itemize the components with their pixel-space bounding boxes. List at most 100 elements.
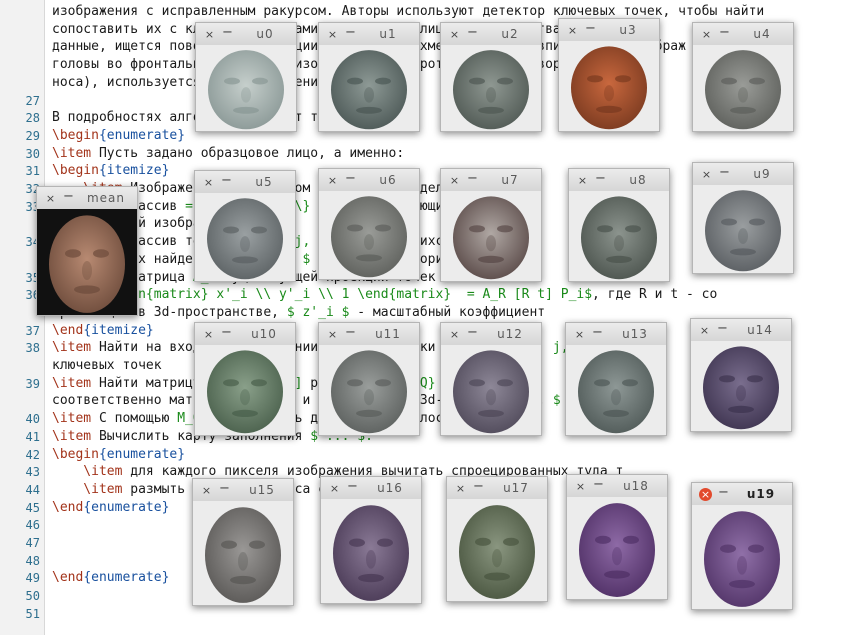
image-window-u8[interactable]: × − u8 [568,168,670,282]
code-line[interactable]: \end{itemize} [52,323,154,339]
close-icon[interactable]: × [201,484,212,497]
code-line[interactable]: \begin{enumerate} [52,128,185,144]
minimize-icon[interactable]: − [221,173,232,188]
close-icon[interactable]: × [203,176,214,189]
code-line[interactable]: изображения с исправленным ракурсом. Авт… [52,4,764,20]
image-window-u1[interactable]: × − u1 [318,22,420,132]
minimize-icon[interactable]: − [719,165,730,180]
minimize-icon[interactable]: − [467,25,478,40]
code-line[interactable]: \begin{itemize} [52,163,169,179]
window-titlebar[interactable]: × − u13 [566,323,666,345]
minimize-icon[interactable]: − [219,481,230,496]
window-title: u7 [501,173,519,187]
close-icon[interactable]: × [577,174,588,187]
math-expression: i \begin{matrix} x'_i \\ y'_i \\ 1 \end{… [83,287,593,303]
close-icon[interactable]: × [575,480,586,493]
minimize-icon[interactable]: − [718,485,729,500]
window-titlebar[interactable]: × − u10 [195,323,295,345]
window-titlebar[interactable]: × − u15 [193,479,293,501]
window-titlebar[interactable]: × − u14 [691,319,791,341]
minimize-icon[interactable]: − [221,325,232,340]
image-window-u13[interactable]: × − u13 [565,322,667,436]
image-window-u3[interactable]: × − u3 [558,18,660,132]
close-icon[interactable]: × [699,488,712,501]
minimize-icon[interactable]: − [345,171,356,186]
close-icon[interactable]: × [567,24,578,37]
minimize-icon[interactable]: − [719,25,730,40]
minimize-icon[interactable]: − [717,321,728,336]
image-window-u6[interactable]: × − u6 [318,168,420,280]
line-number: 50 [25,589,40,604]
image-window-u12[interactable]: × − u12 [440,322,542,436]
image-window-u18[interactable]: × − u18 [566,474,668,600]
close-icon[interactable]: × [449,174,460,187]
window-titlebar[interactable]: × − u16 [321,477,421,499]
code-line[interactable]: i \begin{matrix} x'_i \\ y'_i \\ 1 \end{… [52,287,717,303]
window-titlebar[interactable]: × − u7 [441,169,541,191]
window-titlebar[interactable]: × − u6 [319,169,419,191]
image-window-u0[interactable]: × − u0 [195,22,297,132]
image-window-u4[interactable]: × − u4 [692,22,794,132]
close-icon[interactable]: × [329,482,340,495]
window-titlebar[interactable]: × − u19 [692,483,792,505]
close-icon[interactable]: × [203,328,214,341]
window-titlebar[interactable]: × − u11 [319,323,419,345]
window-titlebar[interactable]: × − u2 [441,23,541,45]
image-window-u15[interactable]: × − u15 [192,478,294,606]
close-icon[interactable]: × [455,482,466,495]
window-titlebar[interactable]: × − u9 [693,163,793,185]
image-window-u16[interactable]: × − u16 [320,476,422,604]
minimize-icon[interactable]: − [593,477,604,492]
close-icon[interactable]: × [574,328,585,341]
code-line[interactable]: \begin{enumerate} [52,447,185,463]
minimize-icon[interactable]: − [63,189,74,204]
minimize-icon[interactable]: − [222,25,233,40]
minimize-icon[interactable]: − [467,325,478,340]
code-line[interactable]: \item для каждого пикселя изображения вы… [52,464,623,480]
window-titlebar[interactable]: × − u17 [447,477,547,499]
minimize-icon[interactable]: − [592,325,603,340]
code-line[interactable]: \end{enumerate} [52,500,169,516]
image-window-u10[interactable]: × − u10 [194,322,296,436]
code-line[interactable]: ключевых точек [52,358,162,374]
close-icon[interactable]: × [449,28,460,41]
minimize-icon[interactable]: − [347,479,358,494]
close-icon[interactable]: × [701,168,712,181]
minimize-icon[interactable]: − [595,171,606,186]
minimize-icon[interactable]: − [467,171,478,186]
close-icon[interactable]: × [204,28,215,41]
code-line[interactable]: \item Пусть задано образцовое лицо, а им… [52,146,404,162]
close-icon[interactable]: × [45,192,56,205]
image-window-u19[interactable]: × − u19 [691,482,793,610]
image-window-u17[interactable]: × − u17 [446,476,548,602]
image-window-u9[interactable]: × − u9 [692,162,794,274]
close-icon[interactable]: × [327,328,338,341]
window-titlebar[interactable]: × − u4 [693,23,793,45]
window-titlebar[interactable]: × − u12 [441,323,541,345]
close-icon[interactable]: × [449,328,460,341]
minimize-icon[interactable]: − [585,21,596,36]
minimize-icon[interactable]: − [345,25,356,40]
image-window-u11[interactable]: × − u11 [318,322,420,436]
window-titlebar[interactable]: × − u3 [559,19,659,41]
window-titlebar[interactable]: × − u0 [196,23,296,45]
window-title: u14 [747,323,773,337]
window-titlebar[interactable]: × − u5 [195,171,295,193]
window-titlebar[interactable]: × − u18 [567,475,667,497]
image-window-u14[interactable]: × − u14 [690,318,792,432]
window-titlebar[interactable]: × − mean [37,187,137,209]
close-icon[interactable]: × [699,324,710,337]
minimize-icon[interactable]: − [473,479,484,494]
image-window-u5[interactable]: × − u5 [194,170,296,282]
nose [364,87,374,103]
minimize-icon[interactable]: − [345,325,356,340]
window-titlebar[interactable]: × − u1 [319,23,419,45]
image-window-u2[interactable]: × − u2 [440,22,542,132]
close-icon[interactable]: × [327,174,338,187]
close-icon[interactable]: × [327,28,338,41]
code-line[interactable]: \end{enumerate} [52,570,169,586]
image-window-u7[interactable]: × − u7 [440,168,542,282]
close-icon[interactable]: × [701,28,712,41]
image-window-mean[interactable]: × − mean [36,186,138,316]
window-titlebar[interactable]: × − u8 [569,169,669,191]
